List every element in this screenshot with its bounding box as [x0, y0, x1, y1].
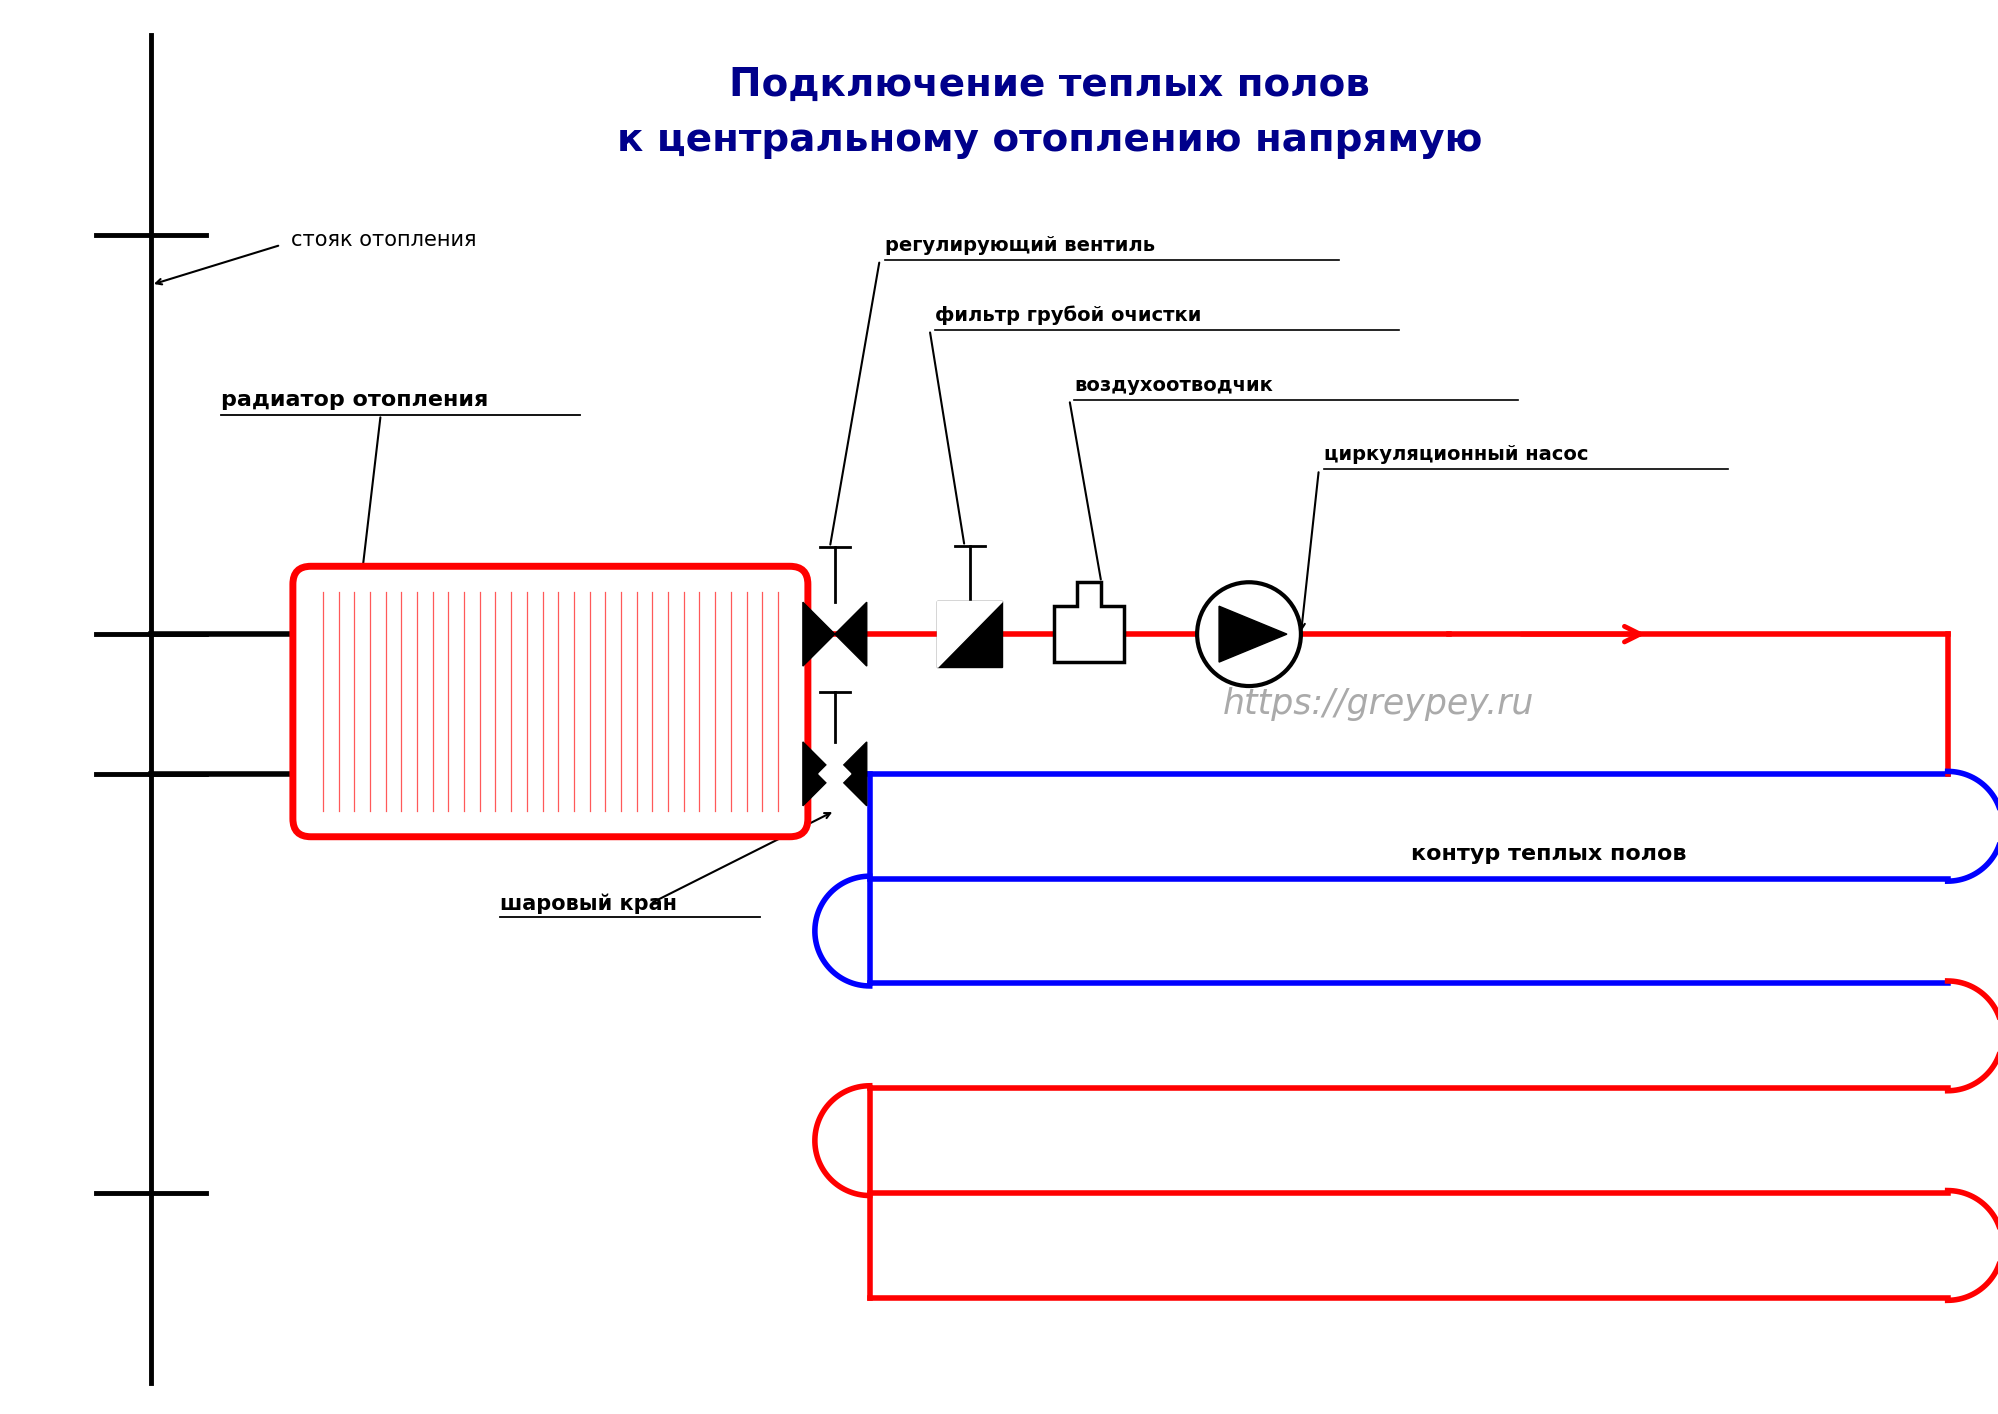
Text: https://greypey.ru: https://greypey.ru	[1223, 687, 1534, 721]
Polygon shape	[819, 758, 851, 790]
FancyBboxPatch shape	[294, 566, 807, 837]
Polygon shape	[803, 602, 835, 666]
Text: стояк отопления: стояк отопления	[292, 230, 476, 250]
Polygon shape	[937, 601, 1001, 667]
Text: циркуляционный насос: циркуляционный насос	[1323, 445, 1588, 464]
Polygon shape	[803, 742, 835, 806]
Text: фильтр грубой очистки: фильтр грубой очистки	[935, 305, 1201, 325]
Text: Подключение теплых полов: Подключение теплых полов	[729, 66, 1369, 105]
Text: контур теплых полов: контур теплых полов	[1411, 844, 1686, 864]
Text: шаровый кран: шаровый кран	[500, 894, 677, 913]
Polygon shape	[835, 602, 867, 666]
Text: к центральному отоплению напрямую: к центральному отоплению напрямую	[617, 122, 1481, 160]
Text: регулирующий вентиль: регулирующий вентиль	[885, 236, 1155, 255]
Polygon shape	[1053, 583, 1123, 662]
Polygon shape	[835, 742, 867, 806]
Circle shape	[1197, 583, 1301, 686]
Text: радиатор отопления: радиатор отопления	[222, 390, 488, 410]
Polygon shape	[1219, 607, 1287, 662]
Text: воздухоотводчик: воздухоотводчик	[1073, 376, 1273, 395]
Polygon shape	[937, 601, 1001, 667]
